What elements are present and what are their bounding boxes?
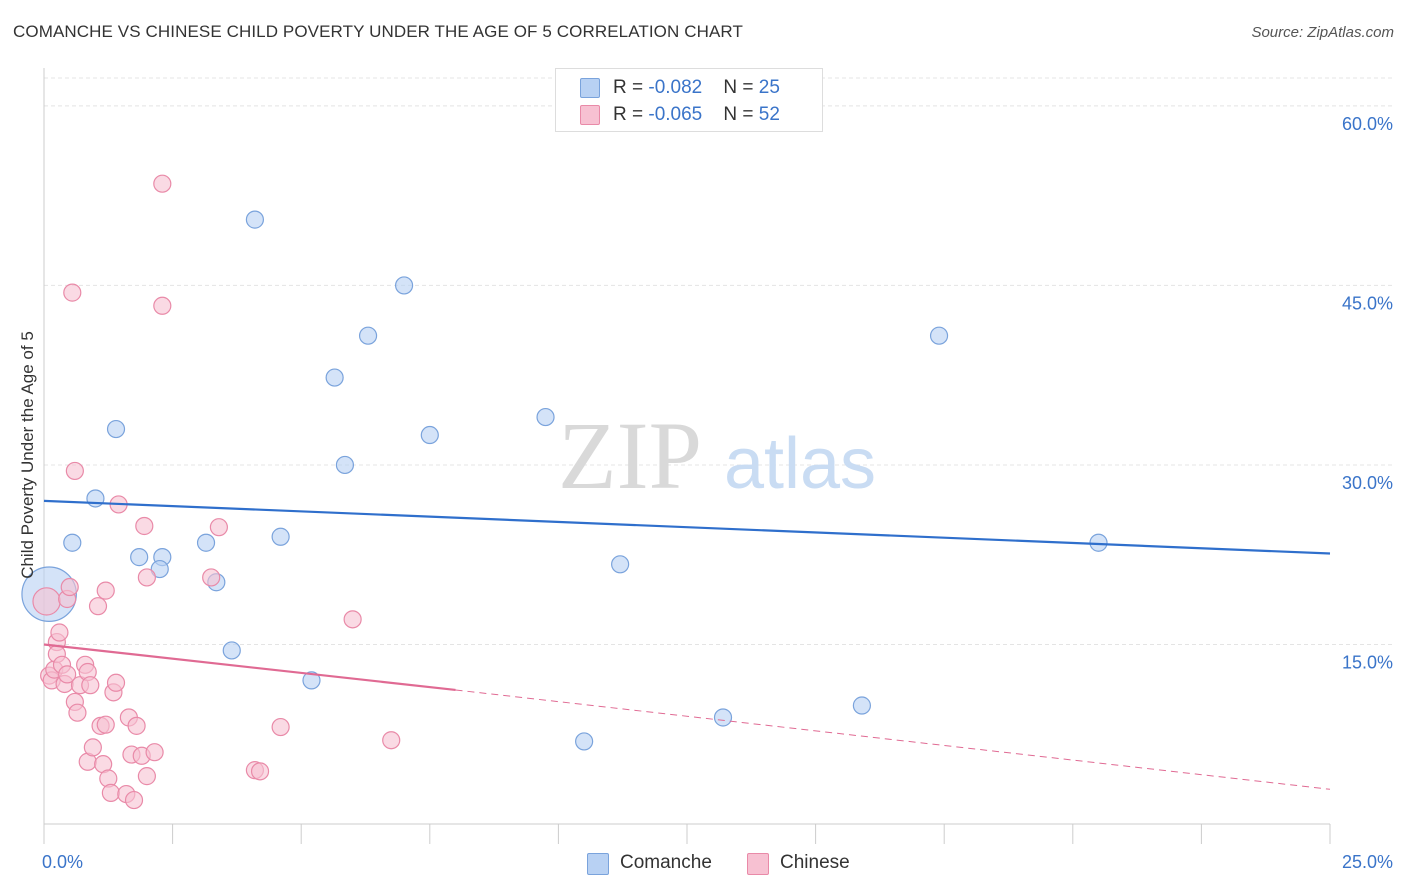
comanche-point: [63, 533, 82, 552]
chinese-point: [153, 296, 172, 315]
comanche-point: [325, 368, 344, 387]
y-tick-label: 60.0%: [1342, 114, 1393, 134]
watermark: ZIP atlas: [558, 402, 876, 509]
chinese-point: [271, 717, 290, 737]
comanche-point: [335, 455, 355, 475]
trend-lines: [43, 499, 1331, 790]
x-tick-label-max: 25.0%: [1342, 852, 1393, 872]
bottom-chinese-label: Chinese: [780, 852, 850, 873]
watermark-atlas: atlas: [724, 424, 876, 504]
y-tick-label: 30.0%: [1342, 473, 1393, 493]
chinese-point: [106, 673, 126, 692]
chinese-point: [382, 731, 401, 750]
chinese-point: [50, 623, 69, 642]
comanche-point: [358, 326, 378, 345]
comanche-point: [420, 425, 439, 445]
chinese-point: [68, 703, 87, 722]
chinese-trend-extension: [455, 689, 1331, 790]
chinese-point: [63, 283, 82, 302]
legend-row-comanche: R = -0.082 N = 25: [556, 75, 822, 101]
comanche-point: [394, 276, 414, 295]
comanche-n-value: 25: [758, 77, 780, 98]
comanche-point: [130, 548, 149, 567]
comanche-point: [86, 489, 105, 508]
comanche-point: [222, 641, 241, 660]
chinese-point: [209, 518, 228, 537]
chinese-point: [135, 516, 154, 536]
chinese-point: [65, 461, 84, 481]
stats-legend: R = -0.082 N = 25 R = -0.065 N = 52: [555, 68, 823, 132]
comanche-r-label: R =: [613, 77, 649, 98]
y-tick-label: 15.0%: [1342, 652, 1393, 672]
chinese-trend-line: [43, 643, 456, 692]
x-tick-label-min: 0.0%: [42, 852, 83, 872]
y-axis-label: Child Poverty Under the Age of 5: [18, 331, 37, 579]
comanche-trend-line: [43, 499, 1331, 555]
comanche-point: [245, 210, 265, 229]
comanche-point: [536, 407, 555, 427]
comanche-point: [196, 533, 216, 552]
comanche-point: [302, 671, 321, 690]
comanche-point: [713, 708, 733, 727]
comanche-point: [271, 527, 290, 546]
chinese-point: [101, 783, 120, 802]
bottom-chinese-swatch: [747, 853, 769, 875]
bottom-comanche-label: Comanche: [620, 852, 712, 873]
watermark-zip: ZIP: [558, 402, 702, 509]
chinese-point: [137, 568, 156, 587]
chart-title: COMANCHE VS CHINESE CHILD POVERTY UNDER …: [13, 22, 743, 41]
chinese-point: [83, 738, 102, 757]
chinese-n-value: 52: [758, 104, 780, 125]
comanche-swatch: [580, 78, 600, 98]
comanche-point: [929, 326, 949, 345]
comanche-point: [150, 559, 169, 579]
axes: [43, 68, 1331, 844]
chinese-point: [124, 790, 144, 810]
chinese-r-value: -0.065: [648, 104, 703, 125]
data-points: [21, 174, 1108, 810]
chinese-point: [81, 676, 100, 695]
chinese-point: [137, 767, 156, 786]
chinese-point: [58, 665, 77, 684]
comanche-n-label: N =: [723, 77, 759, 98]
chinese-n-label: N =: [723, 104, 759, 125]
legend-row-chinese: R = -0.065 N = 52: [556, 102, 822, 128]
chinese-point: [250, 762, 270, 781]
comanche-r-value: -0.082: [648, 77, 703, 98]
comanche-point: [611, 555, 630, 574]
chinese-swatch: [580, 105, 600, 125]
chinese-point: [153, 174, 172, 193]
chinese-point: [32, 587, 61, 616]
axis-labels: 15.0% 30.0% 45.0% 60.0% 0.0% 25.0% Child Pover…: [18, 114, 1393, 872]
source-label: Source: ZipAtlas.com: [1251, 24, 1394, 41]
y-tick-label: 45.0%: [1342, 293, 1393, 313]
chinese-point: [96, 581, 115, 600]
chinese-point: [88, 597, 108, 616]
chinese-point: [96, 715, 115, 734]
chinese-point: [202, 568, 221, 587]
chinese-r-label: R =: [613, 104, 649, 125]
grid-lines: [44, 77, 1392, 645]
chinese-point: [145, 743, 164, 762]
chinese-point: [343, 610, 362, 629]
bottom-comanche-swatch: [587, 853, 609, 875]
chinese-point: [60, 577, 79, 597]
comanche-point: [575, 732, 594, 751]
chinese-point: [127, 716, 146, 735]
comanche-point: [852, 696, 871, 715]
comanche-point: [106, 419, 126, 439]
